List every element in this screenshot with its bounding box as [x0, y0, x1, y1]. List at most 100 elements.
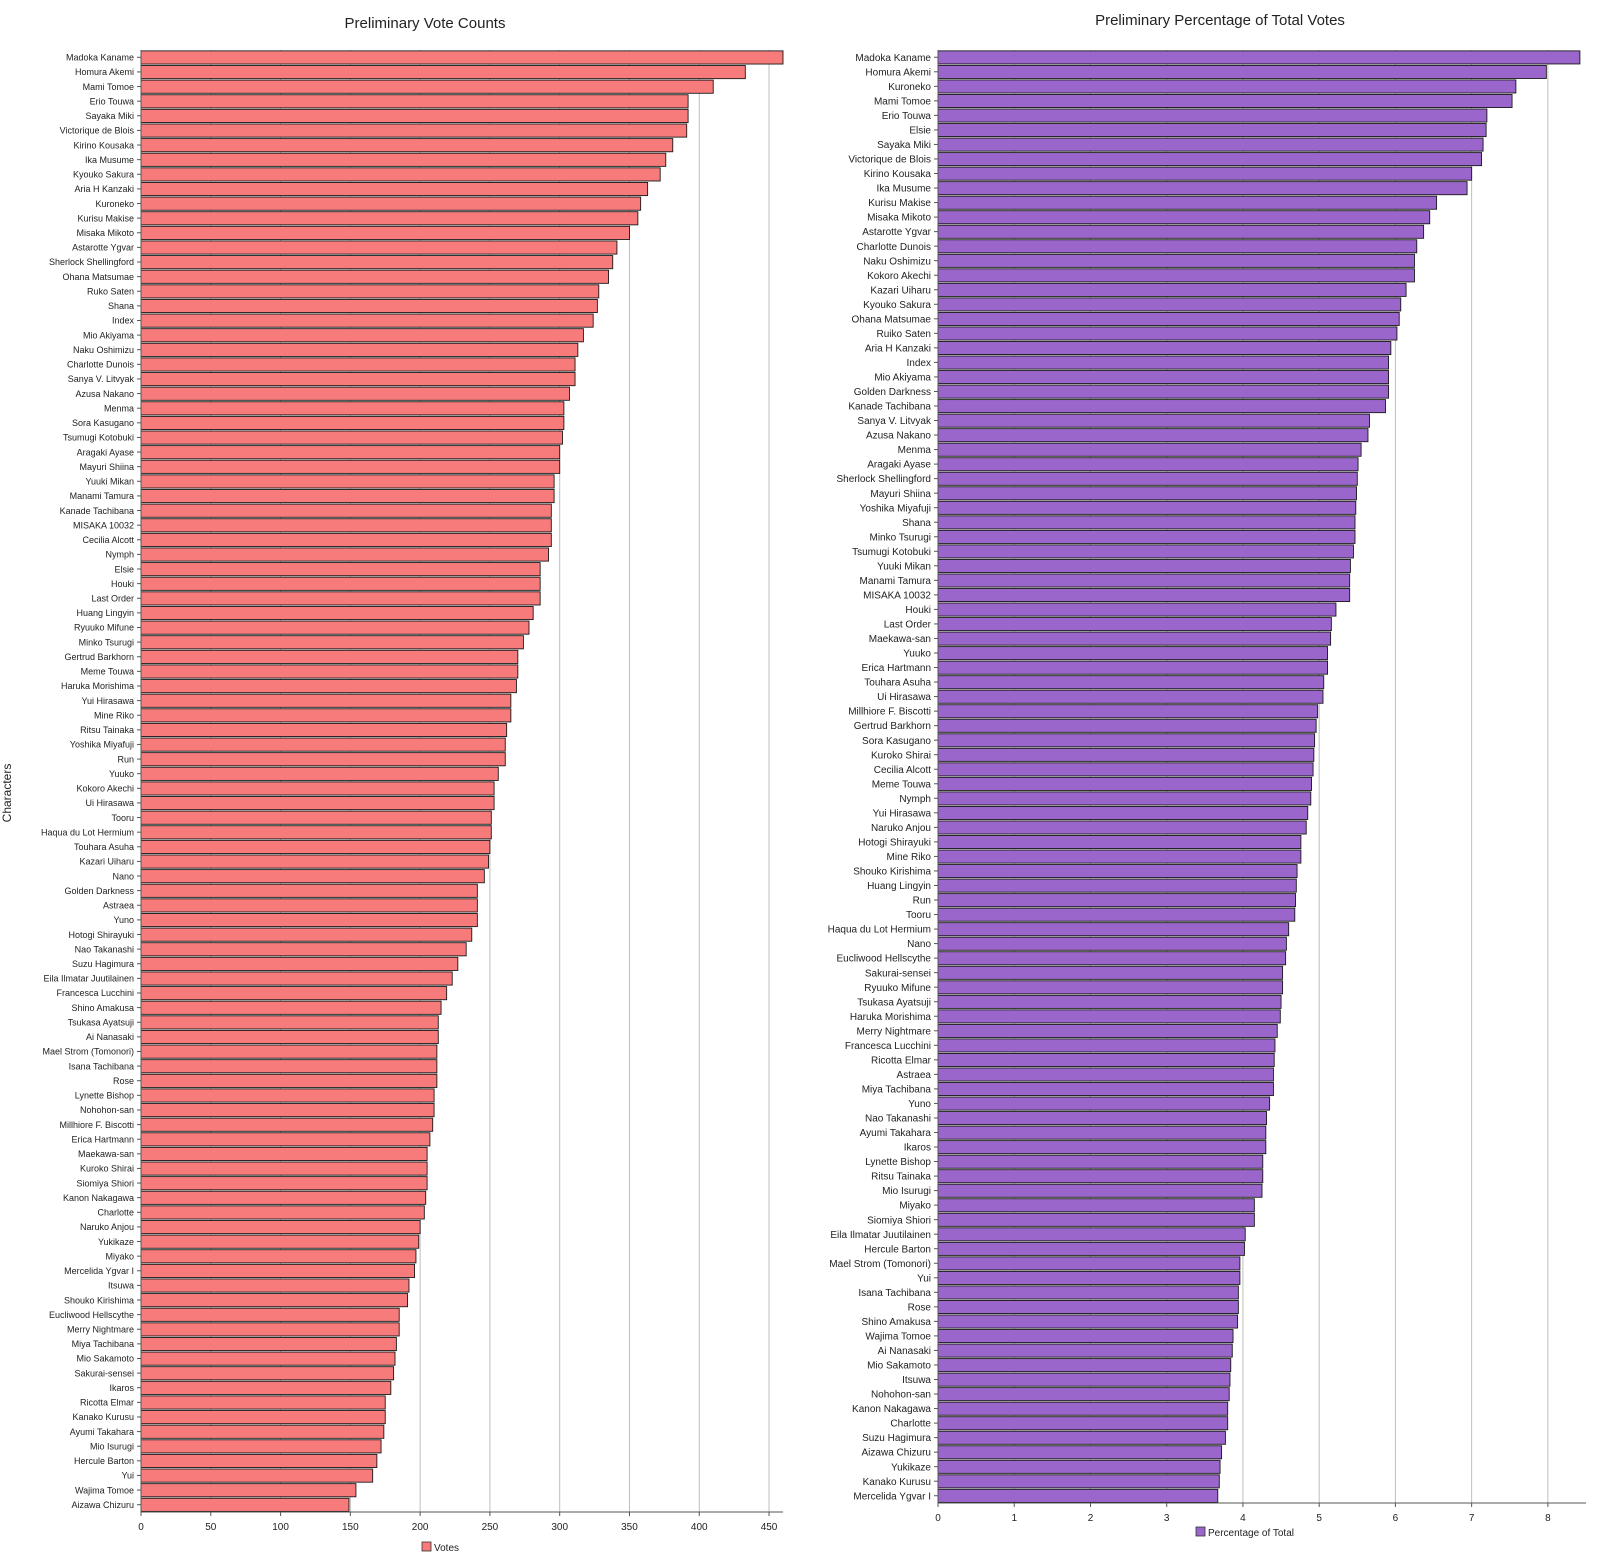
percentage-bar	[937, 486, 1357, 501]
percentage-bar	[937, 442, 1362, 457]
percentage-bar	[937, 1459, 1221, 1474]
percentage-category-label: Mine Riko	[887, 852, 932, 863]
percentage-category-label: Suzu Hagimura	[862, 1433, 931, 1444]
percentage-bar	[937, 297, 1402, 312]
percentage-bar	[937, 1023, 1278, 1038]
vote-counts-category-label: Yoshika Miyafuji	[70, 740, 134, 750]
vote-counts-category-label: Homura Akemi	[75, 67, 134, 77]
vote-counts-category-label: Tsumugi Kotobuki	[63, 433, 134, 443]
vote-counts-bar	[140, 1000, 442, 1015]
vote-counts-bar	[140, 971, 453, 986]
vote-counts-bar	[140, 1103, 435, 1118]
vote-counts-bar	[140, 1336, 397, 1352]
vote-counts-bar	[140, 1351, 396, 1366]
percentage-category-label: Itsuwa	[902, 1375, 931, 1386]
vote-counts-chart: Preliminary Vote Counts Characters Madok…	[0, 15, 784, 1554]
vote-counts-category-label: Kuroneko	[95, 199, 134, 209]
percentage-category-label: Astraea	[897, 1070, 932, 1081]
percentage-category-label: Meme Touwa	[872, 779, 932, 790]
percentage-bar	[937, 181, 1468, 196]
percentage-bar	[937, 1488, 1219, 1503]
percentage-bar	[937, 311, 1400, 326]
vote-counts-bar	[140, 459, 561, 474]
percentage-bar	[937, 1270, 1241, 1285]
vote-counts-bar	[140, 810, 492, 825]
percentage-bar	[937, 282, 1407, 297]
percentage-category-label: Aria H Kanzaki	[865, 343, 931, 354]
vote-counts-bar	[140, 430, 563, 445]
percentage-bar	[937, 370, 1390, 385]
vote-counts-bar	[140, 1497, 350, 1512]
percentage-category-label: Francesca Lucchini	[845, 1041, 931, 1052]
vote-counts-bar	[140, 211, 639, 226]
vote-counts-bar	[140, 1059, 438, 1074]
vote-counts-category-label: Kanon Nakagawa	[63, 1193, 134, 1203]
percentage-category-label: Last Order	[884, 620, 932, 631]
percentage-bar	[937, 922, 1290, 937]
vote-counts-category-label: Nano	[112, 871, 134, 881]
percentage-category-label: Charlotte Dunois	[857, 242, 931, 253]
vote-counts-bar	[140, 986, 448, 1001]
percentage-category-label: Ui Hirasawa	[877, 692, 931, 703]
vote-counts-bar	[140, 79, 714, 94]
percentage-bar	[937, 1009, 1281, 1024]
percentage-category-label: Huang Lingyin	[867, 881, 931, 892]
vote-counts-bar	[140, 1483, 357, 1498]
vote-counts-category-label: Merry Nightmare	[67, 1324, 134, 1334]
percentage-bar	[937, 1038, 1276, 1053]
vote-counts-bar	[140, 1176, 428, 1191]
vote-counts-category-label: Sherlock Shellingford	[49, 257, 134, 267]
percentage-category-label: Shino Amakusa	[862, 1317, 932, 1328]
vote-counts-category-label: Charlotte Dunois	[67, 360, 135, 370]
percentage-x-axis: 0 1 2 3 4 5 6 7 8	[935, 50, 1586, 1524]
percentage-category-label: Ikaros	[904, 1143, 931, 1154]
vote-counts-category-label: Yui	[121, 1471, 134, 1481]
percentage-category-label: Lynette Bishop	[865, 1157, 931, 1168]
percentage-bar	[937, 1227, 1246, 1242]
percentage-bar	[937, 428, 1369, 443]
vote-counts-bar	[140, 518, 552, 533]
vote-counts-bar	[140, 722, 508, 738]
percentage-category-label: Kuroneko	[888, 82, 931, 93]
percentage-category-label: Yoshika Miyafuji	[860, 503, 931, 514]
percentage-category-label: MISAKA 10032	[863, 590, 931, 601]
vote-counts-bar	[140, 679, 517, 694]
percentage-bar	[937, 849, 1302, 864]
vote-counts-category-label: Nymph	[105, 550, 134, 560]
percentage-tick-label: 7	[1469, 1513, 1475, 1524]
vote-counts-category-label: Nohohon-san	[80, 1105, 134, 1115]
percentage-bar	[937, 1329, 1234, 1344]
vote-counts-category-label: Mine Riko	[94, 710, 134, 720]
percentage-bar	[937, 355, 1390, 370]
percentage-bar	[937, 835, 1302, 850]
vote-counts-bar	[140, 167, 661, 182]
vote-counts-category-label: Huang Lingyin	[76, 608, 134, 618]
vote-counts-category-label: Last Order	[91, 593, 134, 603]
percentage-bar	[937, 79, 1517, 94]
vote-counts-category-label: Hercule Barton	[74, 1456, 134, 1466]
vote-counts-bar	[140, 138, 674, 153]
vote-counts-bar	[140, 1132, 431, 1147]
percentage-category-label: Madoka Kaname	[855, 53, 931, 64]
percentage-category-label: Kirino Kousaka	[864, 169, 932, 180]
vote-counts-category-label: Maekawa-san	[78, 1149, 134, 1159]
vote-counts-category-label: Ritsu Tainaka	[80, 725, 134, 735]
percentage-bar	[937, 878, 1297, 893]
percentage-category-label: Aizawa Chizuru	[862, 1448, 931, 1459]
percentage-bar	[937, 573, 1351, 588]
vote-counts-category-label: Shana	[108, 301, 134, 311]
percentage-bar	[937, 399, 1386, 414]
vote-counts-category-label: Ruko Saten	[87, 286, 134, 296]
vote-counts-bar	[140, 854, 489, 869]
percentage-category-label: Isana Tachibana	[858, 1288, 931, 1299]
vote-counts-y-axis-label: Characters	[0, 764, 14, 823]
vote-counts-bar	[140, 1322, 400, 1337]
vote-counts-category-label: Madoka Kaname	[66, 53, 134, 63]
percentage-bar	[937, 529, 1356, 544]
percentage-bar	[937, 689, 1324, 704]
vote-counts-category-label: Lynette Bishop	[75, 1091, 134, 1101]
vote-counts-bar	[140, 1293, 409, 1308]
percentage-category-label: Menma	[898, 445, 932, 456]
percentage-category-label: Miyako	[899, 1201, 931, 1212]
